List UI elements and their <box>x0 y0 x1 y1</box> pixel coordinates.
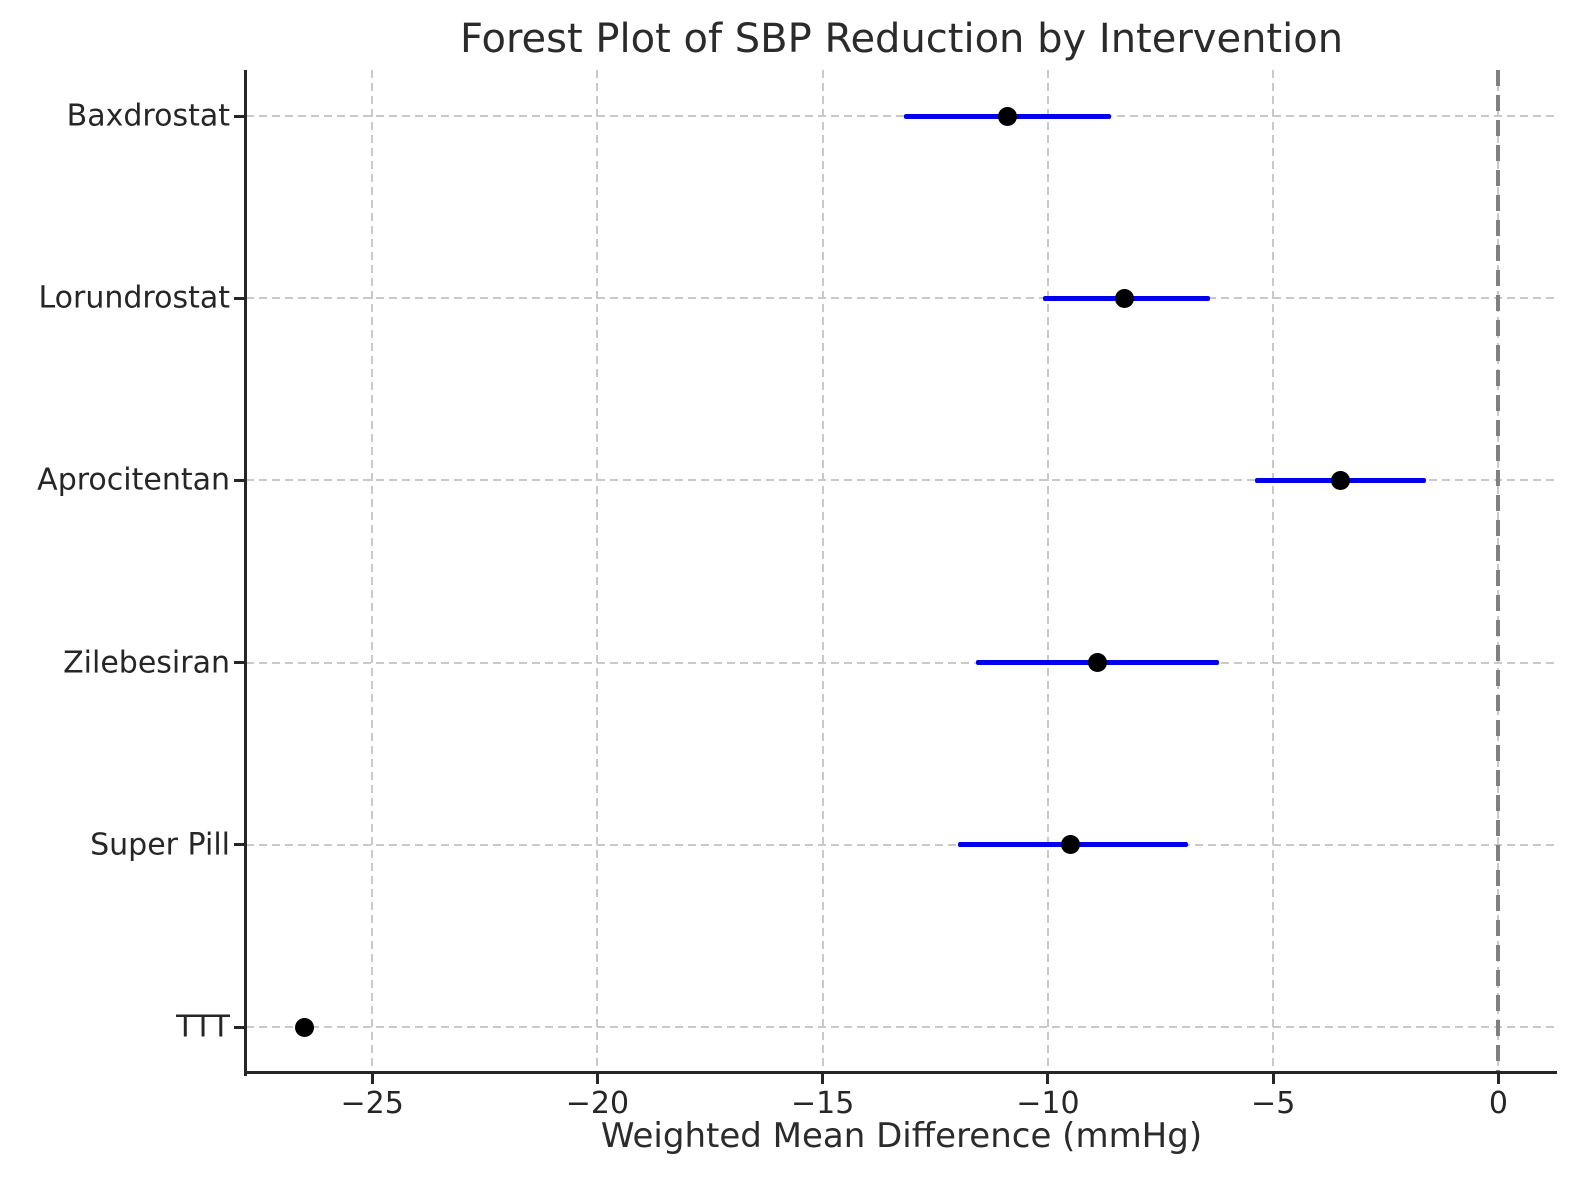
horizontal-gridline <box>246 479 1557 482</box>
horizontal-gridline <box>246 115 1557 117</box>
y-tick-mark <box>234 843 244 847</box>
vertical-gridline <box>596 70 599 1073</box>
y-tick-mark <box>234 114 244 118</box>
x-tick-mark <box>1496 1074 1500 1084</box>
y-tick-mark <box>234 296 244 300</box>
y-tick-label: Baxdrostat <box>66 98 230 134</box>
x-axis-label: Weighted Mean Difference (mmHg) <box>600 1116 1203 1156</box>
horizontal-gridline <box>246 1026 1557 1028</box>
point-marker-baxdrostat <box>997 106 1017 126</box>
zero-reference-line <box>1496 70 1501 1073</box>
point-marker-super-pill <box>1060 835 1080 855</box>
x-tick-label: −20 <box>565 1086 630 1121</box>
x-tick-mark <box>1046 1074 1050 1084</box>
x-tick-mark <box>595 1074 599 1084</box>
x-axis-spine <box>244 1071 1557 1074</box>
x-tick-mark <box>821 1074 825 1084</box>
y-tick-label: Zilebesiran <box>63 645 230 681</box>
x-tick-mark <box>370 1074 374 1084</box>
x-tick-label: 0 <box>1488 1086 1508 1121</box>
point-marker-zilebesiran <box>1087 653 1107 673</box>
horizontal-gridline <box>246 843 1557 846</box>
y-tick-mark <box>234 661 244 665</box>
vertical-gridline <box>1272 70 1275 1073</box>
x-tick-label: −15 <box>791 1086 855 1121</box>
y-tick-label: Super Pill <box>90 827 230 863</box>
horizontal-gridline <box>246 297 1557 300</box>
vertical-gridline <box>1046 70 1049 1073</box>
y-axis-spine <box>244 70 247 1076</box>
point-marker-ttt <box>295 1017 315 1037</box>
point-marker-lorundrostat <box>1115 288 1134 308</box>
x-tick-label: −25 <box>340 1086 404 1121</box>
x-tick-label: −10 <box>1016 1086 1080 1121</box>
x-tick-label: −5 <box>1251 1086 1296 1121</box>
point-marker-aprocitentan <box>1331 470 1351 490</box>
chart-title: Forest Plot of SBP Reduction by Interven… <box>459 16 1344 62</box>
y-tick-label: Lorundrostat <box>38 280 230 316</box>
y-tick-mark <box>234 478 244 482</box>
vertical-gridline <box>821 70 824 1073</box>
x-tick-mark <box>1271 1074 1275 1084</box>
y-tick-label: TTT <box>176 1009 230 1045</box>
vertical-gridline <box>371 70 374 1073</box>
horizontal-gridline <box>246 661 1557 664</box>
y-tick-label: Aprocitentan <box>37 462 230 498</box>
y-tick-mark <box>234 1025 244 1029</box>
